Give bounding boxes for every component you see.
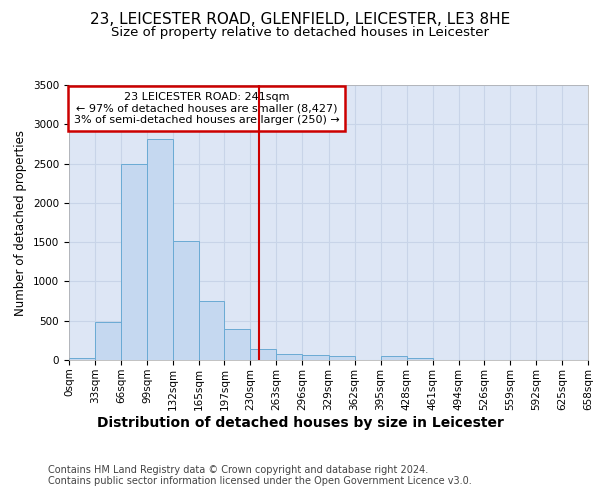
- Y-axis label: Number of detached properties: Number of detached properties: [14, 130, 28, 316]
- Text: Distribution of detached houses by size in Leicester: Distribution of detached houses by size …: [97, 416, 503, 430]
- Text: Size of property relative to detached houses in Leicester: Size of property relative to detached ho…: [111, 26, 489, 39]
- Text: 23 LEICESTER ROAD: 241sqm
← 97% of detached houses are smaller (8,427)
3% of sem: 23 LEICESTER ROAD: 241sqm ← 97% of detac…: [74, 92, 340, 125]
- Bar: [69, 358, 95, 360]
- Bar: [250, 348, 277, 360]
- Bar: [329, 356, 355, 360]
- Bar: [121, 164, 147, 360]
- Bar: [380, 356, 407, 360]
- Bar: [173, 242, 199, 360]
- Bar: [199, 301, 224, 360]
- Bar: [302, 356, 329, 360]
- Text: Contains public sector information licensed under the Open Government Licence v3: Contains public sector information licen…: [48, 476, 472, 486]
- Bar: [277, 354, 302, 360]
- Text: 23, LEICESTER ROAD, GLENFIELD, LEICESTER, LE3 8HE: 23, LEICESTER ROAD, GLENFIELD, LEICESTER…: [90, 12, 510, 28]
- Bar: [407, 358, 433, 360]
- Bar: [95, 322, 121, 360]
- Bar: [224, 330, 250, 360]
- Bar: [147, 139, 173, 360]
- Text: Contains HM Land Registry data © Crown copyright and database right 2024.: Contains HM Land Registry data © Crown c…: [48, 465, 428, 475]
